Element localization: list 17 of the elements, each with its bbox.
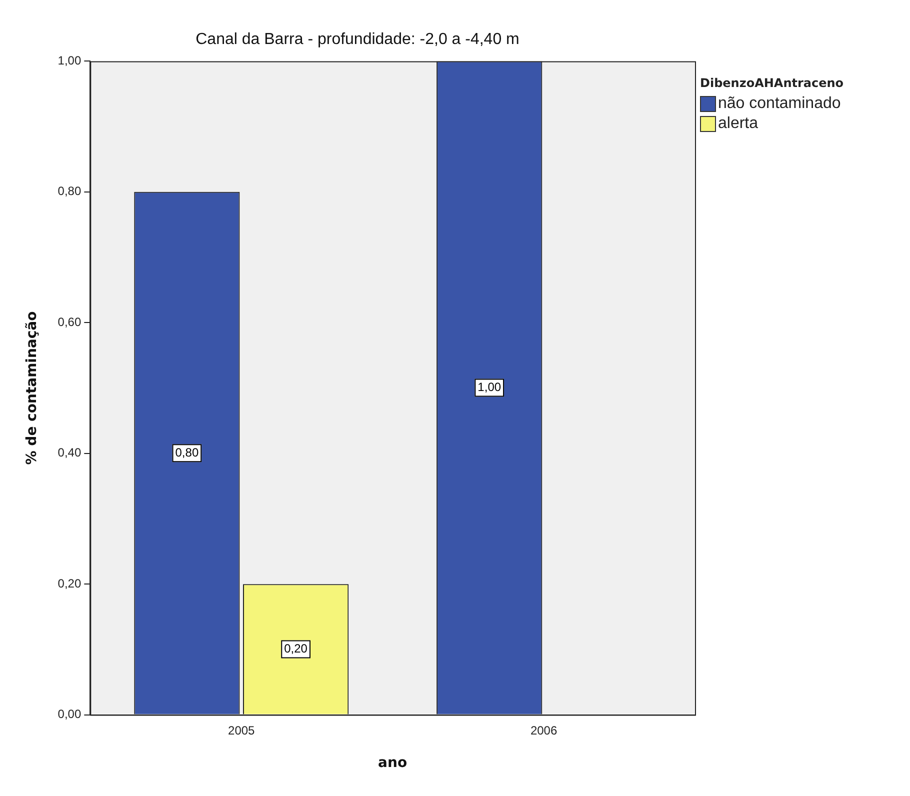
x-tick-label: 2005: [228, 723, 256, 738]
y-tick-label: 0,80: [58, 184, 82, 198]
data-label: 1,00: [478, 380, 502, 394]
y-axis-title: % de contaminação: [24, 310, 40, 465]
x-tick-label: 2006: [530, 723, 558, 738]
y-tick-label: 1,00: [58, 54, 82, 68]
legend-label: não contaminado: [718, 95, 841, 113]
legend-title: DibenzoAHAntraceno: [700, 76, 844, 90]
x-axis-title: ano: [378, 755, 408, 772]
legend-label: alerta: [718, 115, 758, 133]
data-label: 0,20: [284, 642, 308, 656]
y-tick-label: 0,20: [58, 576, 82, 590]
y-tick-label: 0,00: [58, 707, 82, 722]
y-tick-label: 0,40: [58, 446, 82, 460]
data-label: 0,80: [175, 445, 199, 460]
chart-title: Canal da Barra - profundidade: -2,0 a -4,40 m: [196, 31, 520, 48]
y-tick-label: 0,60: [58, 314, 82, 329]
